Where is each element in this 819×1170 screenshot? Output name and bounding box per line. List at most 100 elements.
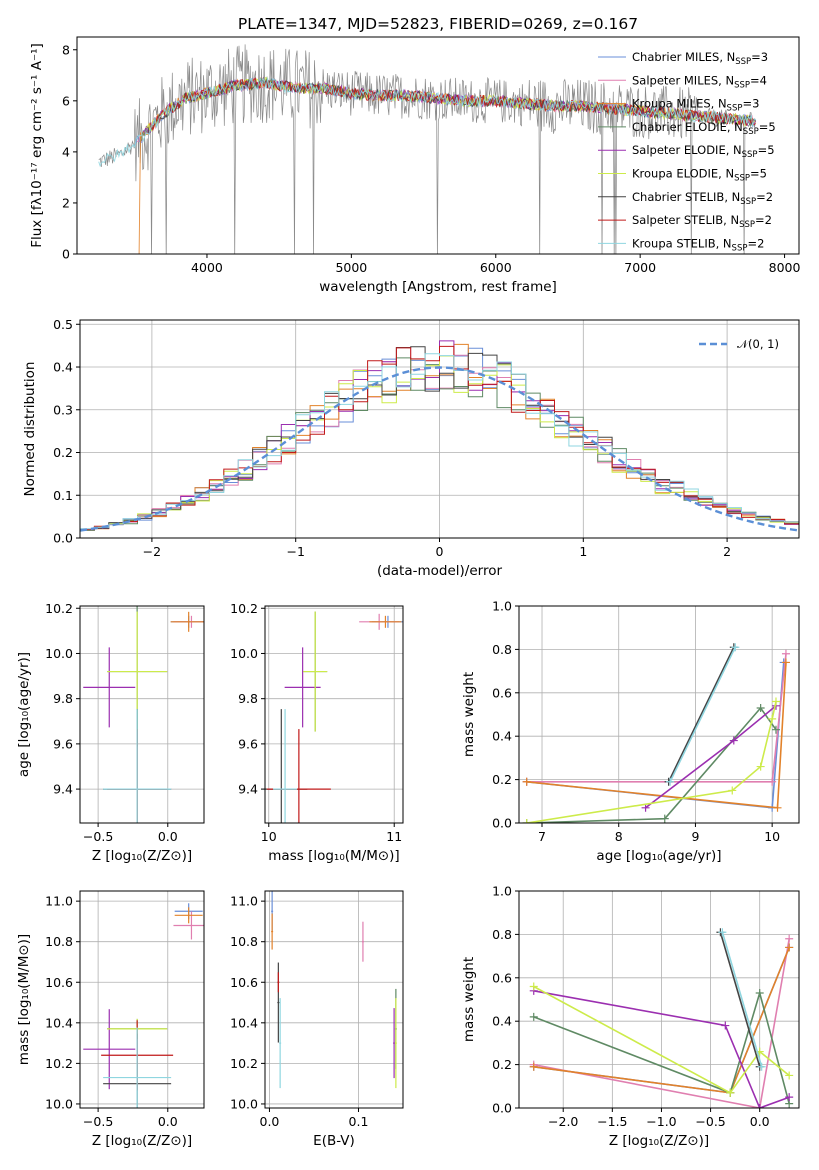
weight-marker-kroupa_miles xyxy=(781,658,790,667)
weight-marker-kroupa_elodie xyxy=(529,982,538,991)
x-tick-label: 0 xyxy=(436,544,444,559)
weight-marker-kroupa_miles xyxy=(785,943,794,952)
y-tick-label: 0.8 xyxy=(492,927,512,942)
weight-marker-salpeter_elodie xyxy=(785,1093,794,1102)
y-tick-label: 1.0 xyxy=(492,599,512,614)
y-axis-label: mass [log₁₀(M/M⊙)] xyxy=(16,934,32,1065)
y-tick-label: 10.2 xyxy=(230,1056,258,1071)
y-tick-label: 0.4 xyxy=(492,729,512,744)
x-tick-label: 0.0 xyxy=(158,1114,178,1129)
legend-label-chabrier_elodie: Chabrier ELODIE, NSSP=5 xyxy=(632,120,776,137)
legend-subscript: SSP xyxy=(742,150,758,160)
histogram-kroupa_stelib xyxy=(80,353,799,532)
legend-subscript: SSP xyxy=(727,104,743,114)
normal-distribution-curve xyxy=(80,366,799,532)
legend-subscript: SSP xyxy=(740,197,756,207)
x-axis-label: Z [log₁₀(Z/Z⊙)] xyxy=(609,1133,709,1149)
weight-line-kroupa_stelib xyxy=(721,931,763,1068)
x-tick-label: 0.0 xyxy=(750,1114,770,1129)
y-tick-label: 8 xyxy=(62,42,70,57)
y-tick-label: 10.4 xyxy=(45,1015,73,1030)
weight-marker-kroupa_stelib xyxy=(666,777,675,786)
weight-marker-chabrier_elodie xyxy=(529,1012,538,1021)
x-tick-label: 0.0 xyxy=(260,1114,280,1129)
legend-subscript: SSP xyxy=(734,174,750,184)
legend-text: Kroupa ELODIE, N xyxy=(632,167,734,181)
y-tick-label: 9.4 xyxy=(53,782,73,797)
legend-label-kroupa_miles: Kroupa MILES, NSSP=3 xyxy=(632,97,759,114)
y-tick-label: 0.1 xyxy=(53,488,73,503)
y-tick-label: 0.2 xyxy=(492,772,512,787)
axes-frame xyxy=(518,605,800,824)
plot-area xyxy=(271,891,397,1089)
weight-marker-kroupa_elodie xyxy=(726,1088,735,1097)
legend-label-salpeter_elodie: Salpeter ELODIE, NSSP=5 xyxy=(632,143,775,160)
legend-count: =2 xyxy=(756,190,773,204)
weight-marker-kroupa_miles xyxy=(529,1062,538,1071)
x-tick-label: 10 xyxy=(261,829,277,844)
legend-text: Salpeter MILES, N xyxy=(632,73,734,87)
x-tick-label: 11 xyxy=(386,829,402,844)
y-tick-label: 0.0 xyxy=(492,816,512,831)
weight-line-chabrier_elodie xyxy=(533,990,790,1104)
x-tick-label: 6000 xyxy=(480,260,512,275)
y-tick-label: 10.2 xyxy=(230,601,258,616)
y-tick-label: 0.4 xyxy=(492,1014,512,1029)
weight-marker-chabrier_elodie xyxy=(755,988,764,997)
y-tick-label: 9.6 xyxy=(238,736,258,751)
weight-marker-salpeter_miles xyxy=(768,777,777,786)
legend-text: Kroupa STELIB, N xyxy=(632,236,732,250)
x-tick-label: 7000 xyxy=(624,260,656,275)
y-axis-label: age [log₁₀(age/yr)] xyxy=(16,652,32,777)
weight-line-chabrier_stelib xyxy=(719,931,761,1068)
legend-text: Salpeter ELODIE, N xyxy=(632,143,742,157)
y-axis-label: mass weight xyxy=(461,957,477,1042)
legend-count: =5 xyxy=(750,167,767,181)
y-tick-label: 0.8 xyxy=(492,642,512,657)
weight-marker-kroupa_elodie xyxy=(728,786,737,795)
panel-1: −2 −1 0 1 2 0.0 0.1 0.2 0.3 0.4 0.5 (data-model)/er… xyxy=(22,317,800,579)
plot-area xyxy=(80,340,799,533)
legend-text: Chabrier ELODIE, N xyxy=(632,120,743,134)
legend-text: Kroupa MILES, N xyxy=(632,97,727,111)
panel-2: −0.5 0.0 9.4 9.6 9.8 10.0 10.2 Z [log₁₀(Z/Z⊙)] a… xyxy=(16,601,205,864)
legend-label-chabrier_stelib: Chabrier STELIB, NSSP=2 xyxy=(632,190,773,207)
plot-area xyxy=(265,611,403,823)
model-spectrum-kroupa_stelib xyxy=(98,77,756,168)
weight-line-salpeter_miles xyxy=(526,653,787,783)
y-tick-label: 11.0 xyxy=(45,894,73,909)
legend-label-salpeter_miles: Salpeter MILES, NSSP=4 xyxy=(632,73,767,90)
panel-5: −0.5 0.0 10.0 10.2 10.4 10.6 10.8 11.0 Z [log₁₀(… xyxy=(16,890,205,1149)
y-tick-label: 11.0 xyxy=(230,894,258,909)
legend-label-chabrier_miles: Chabrier MILES, NSSP=3 xyxy=(632,50,768,67)
x-tick-label: 1 xyxy=(579,544,587,559)
weight-line-salpeter_elodie xyxy=(645,705,777,809)
y-tick-label: 9.6 xyxy=(53,736,73,751)
x-axis-label: E(B-V) xyxy=(313,1133,355,1149)
y-tick-label: 9.8 xyxy=(53,691,73,706)
y-tick-label: 0.0 xyxy=(53,531,73,546)
weight-marker-kroupa_elodie xyxy=(771,697,780,706)
plot-area xyxy=(522,643,790,823)
axes-frame xyxy=(79,890,205,1109)
y-tick-label: 6 xyxy=(62,93,70,108)
y-tick-label: 10.0 xyxy=(230,1096,258,1111)
x-tick-label: 0.1 xyxy=(349,1114,369,1129)
x-tick-label: −1 xyxy=(286,544,304,559)
weight-line-chabrier_elodie xyxy=(526,706,777,823)
weight-line-salpeter_miles xyxy=(533,938,790,1108)
legend-count: =5 xyxy=(758,143,775,157)
weight-line-kroupa_elodie xyxy=(533,985,790,1094)
x-tick-label: 10 xyxy=(764,829,780,844)
x-tick-label: −1.5 xyxy=(597,1114,627,1129)
chart-title: PLATE=1347, MJD=52823, FIBERID=0269, z=0… xyxy=(238,15,638,33)
legend-subscript: SSP xyxy=(734,80,750,90)
plot-area xyxy=(98,44,757,254)
y-tick-label: 0.4 xyxy=(53,360,73,375)
weight-marker-chabrier_elodie xyxy=(771,725,780,734)
y-axis-label: Flux [fλ10⁻¹⁷ erg cm⁻² s⁻¹ A⁻¹] xyxy=(29,43,45,248)
plot-area xyxy=(83,903,204,1108)
y-tick-label: 10.0 xyxy=(230,646,258,661)
weight-marker-salpeter_elodie xyxy=(721,1021,730,1030)
axes-frame xyxy=(76,36,800,255)
